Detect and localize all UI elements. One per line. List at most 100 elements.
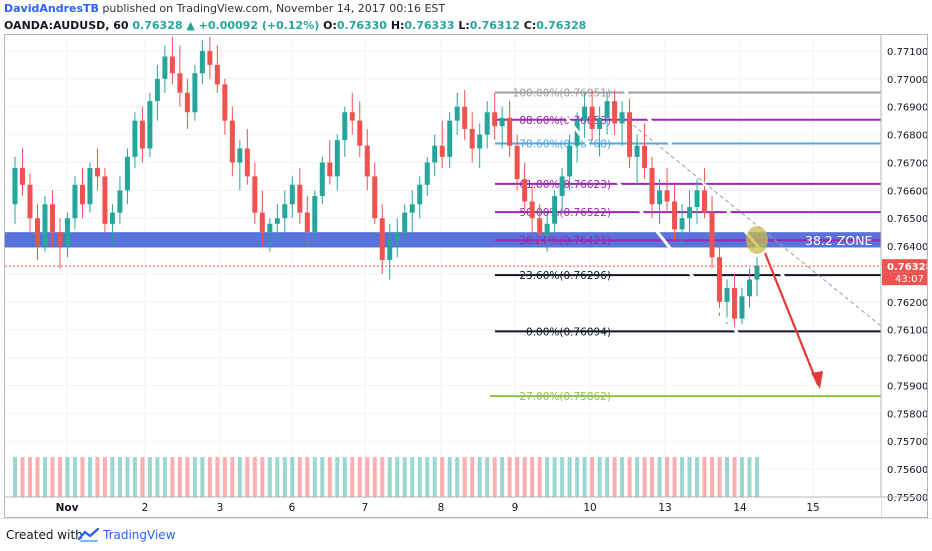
candle-body <box>162 56 168 79</box>
candle-body <box>12 168 18 205</box>
tradingview-link[interactable]: TradingView <box>103 528 176 542</box>
candle-body <box>184 92 190 113</box>
footer-bar: Created with TradingView <box>0 518 932 551</box>
candle-body <box>94 168 100 177</box>
candle-body <box>42 204 48 247</box>
created-with-text: Created with <box>6 528 83 542</box>
volume-bar <box>117 457 122 497</box>
candle-body <box>199 50 205 74</box>
y-tick-label: 0.76100 <box>887 326 927 337</box>
candle-body <box>394 232 400 241</box>
author-link[interactable]: DavidAndresTB <box>4 2 99 15</box>
candle-body <box>679 218 685 230</box>
candle-body <box>132 120 138 157</box>
price-chart[interactable]: 100.00%(0.76951) 88.60%(0.76853) 78.60%(0.… <box>5 35 927 517</box>
candle-body <box>522 179 528 202</box>
time-axis-bg <box>5 497 881 517</box>
fib-level-label: 50.00%(0.76522) <box>519 207 611 219</box>
candle-body <box>717 257 723 302</box>
candle-body <box>747 279 753 297</box>
y-tick-label: 0.77000 <box>887 75 927 86</box>
chart-panel[interactable]: 100.00%(0.76951) 88.60%(0.76853) 78.60%(0.… <box>4 34 928 518</box>
volume-bar <box>755 457 759 497</box>
low-value: 0.76312 <box>469 19 520 32</box>
volume-bar <box>395 457 400 497</box>
volume-bar <box>642 457 647 497</box>
volume-bar <box>162 457 167 497</box>
volume-bar <box>687 457 692 497</box>
volume-bar <box>260 457 265 497</box>
volume-bar <box>702 457 707 497</box>
y-tick-label: 0.75600 <box>887 465 927 476</box>
fib-level-label: 78.60%(0.76768) <box>519 138 611 150</box>
candle-body <box>319 162 325 196</box>
volume-bar <box>132 457 137 497</box>
candle-body <box>222 84 228 121</box>
candle-body <box>49 204 55 233</box>
volume-bar <box>560 457 565 497</box>
volume-bar <box>147 457 152 497</box>
volume-bar <box>582 457 587 497</box>
candle-body <box>19 168 25 185</box>
volume-bar <box>507 457 512 497</box>
candle-body <box>469 129 475 149</box>
volume-bar <box>717 457 722 497</box>
volume-bar <box>275 457 280 497</box>
volume-bar <box>305 457 310 497</box>
candle-body <box>514 145 520 180</box>
y-tick-label: 0.75800 <box>887 409 927 420</box>
volume-bar <box>102 457 107 497</box>
x-tick-label: 9 <box>512 502 519 514</box>
candle-body <box>34 218 40 247</box>
volume-bar <box>110 457 115 497</box>
y-tick-label: 0.75700 <box>887 437 927 448</box>
candle-body <box>484 112 490 135</box>
volume-bar <box>170 457 175 497</box>
y-tick-label: 0.76600 <box>887 186 927 197</box>
volume-bar <box>350 457 355 497</box>
channel-lower-line <box>549 97 753 351</box>
volume-bar <box>200 457 205 497</box>
volume-bar <box>522 457 527 497</box>
volume-bar <box>740 457 745 497</box>
x-tick-label: 2 <box>142 502 149 514</box>
fib-level-label: 38.20%(0.76421) <box>519 235 611 247</box>
y-tick-label: 0.76400 <box>887 242 927 253</box>
candle-body <box>342 112 348 141</box>
change-value: +0.00092 (+0.12%) <box>198 19 320 32</box>
volume-bar <box>20 457 25 497</box>
volume-bar <box>267 457 272 497</box>
candle-body <box>612 101 618 124</box>
volume-bar <box>545 457 550 497</box>
volume-bar <box>410 457 415 497</box>
volume-bar <box>57 457 62 497</box>
candle-body <box>597 117 603 129</box>
volume-bar <box>87 457 92 497</box>
candle-body <box>252 176 258 213</box>
y-tick-label: 0.75900 <box>887 381 927 392</box>
volume-bar <box>567 457 572 497</box>
candle-body <box>87 168 93 205</box>
volume-bar <box>440 457 445 497</box>
candle-body <box>424 162 430 185</box>
tradingview-logo-icon[interactable] <box>78 527 100 543</box>
y-tick-label: 0.76800 <box>887 131 927 142</box>
y-tick-label: 0.77100 <box>887 47 927 58</box>
volume-bar <box>537 457 542 497</box>
last-price-tag-label: 0.76328 <box>887 262 927 273</box>
candle-body <box>619 112 625 124</box>
candle-body <box>327 162 333 177</box>
volume-bar <box>222 457 227 497</box>
volume-bar <box>627 457 632 497</box>
fib-level-label: 0.00%(0.76094) <box>526 326 611 338</box>
channel-upper-line <box>600 63 804 299</box>
red-arrow-line <box>763 252 820 386</box>
volume-bar <box>13 457 17 497</box>
candle-body <box>72 184 78 219</box>
volume-bar <box>230 457 235 497</box>
candle-body <box>379 218 385 261</box>
candle-body <box>439 145 445 157</box>
candle-body <box>559 176 565 196</box>
close-value: 0.76328 <box>536 19 587 32</box>
volume-bar <box>447 457 452 497</box>
